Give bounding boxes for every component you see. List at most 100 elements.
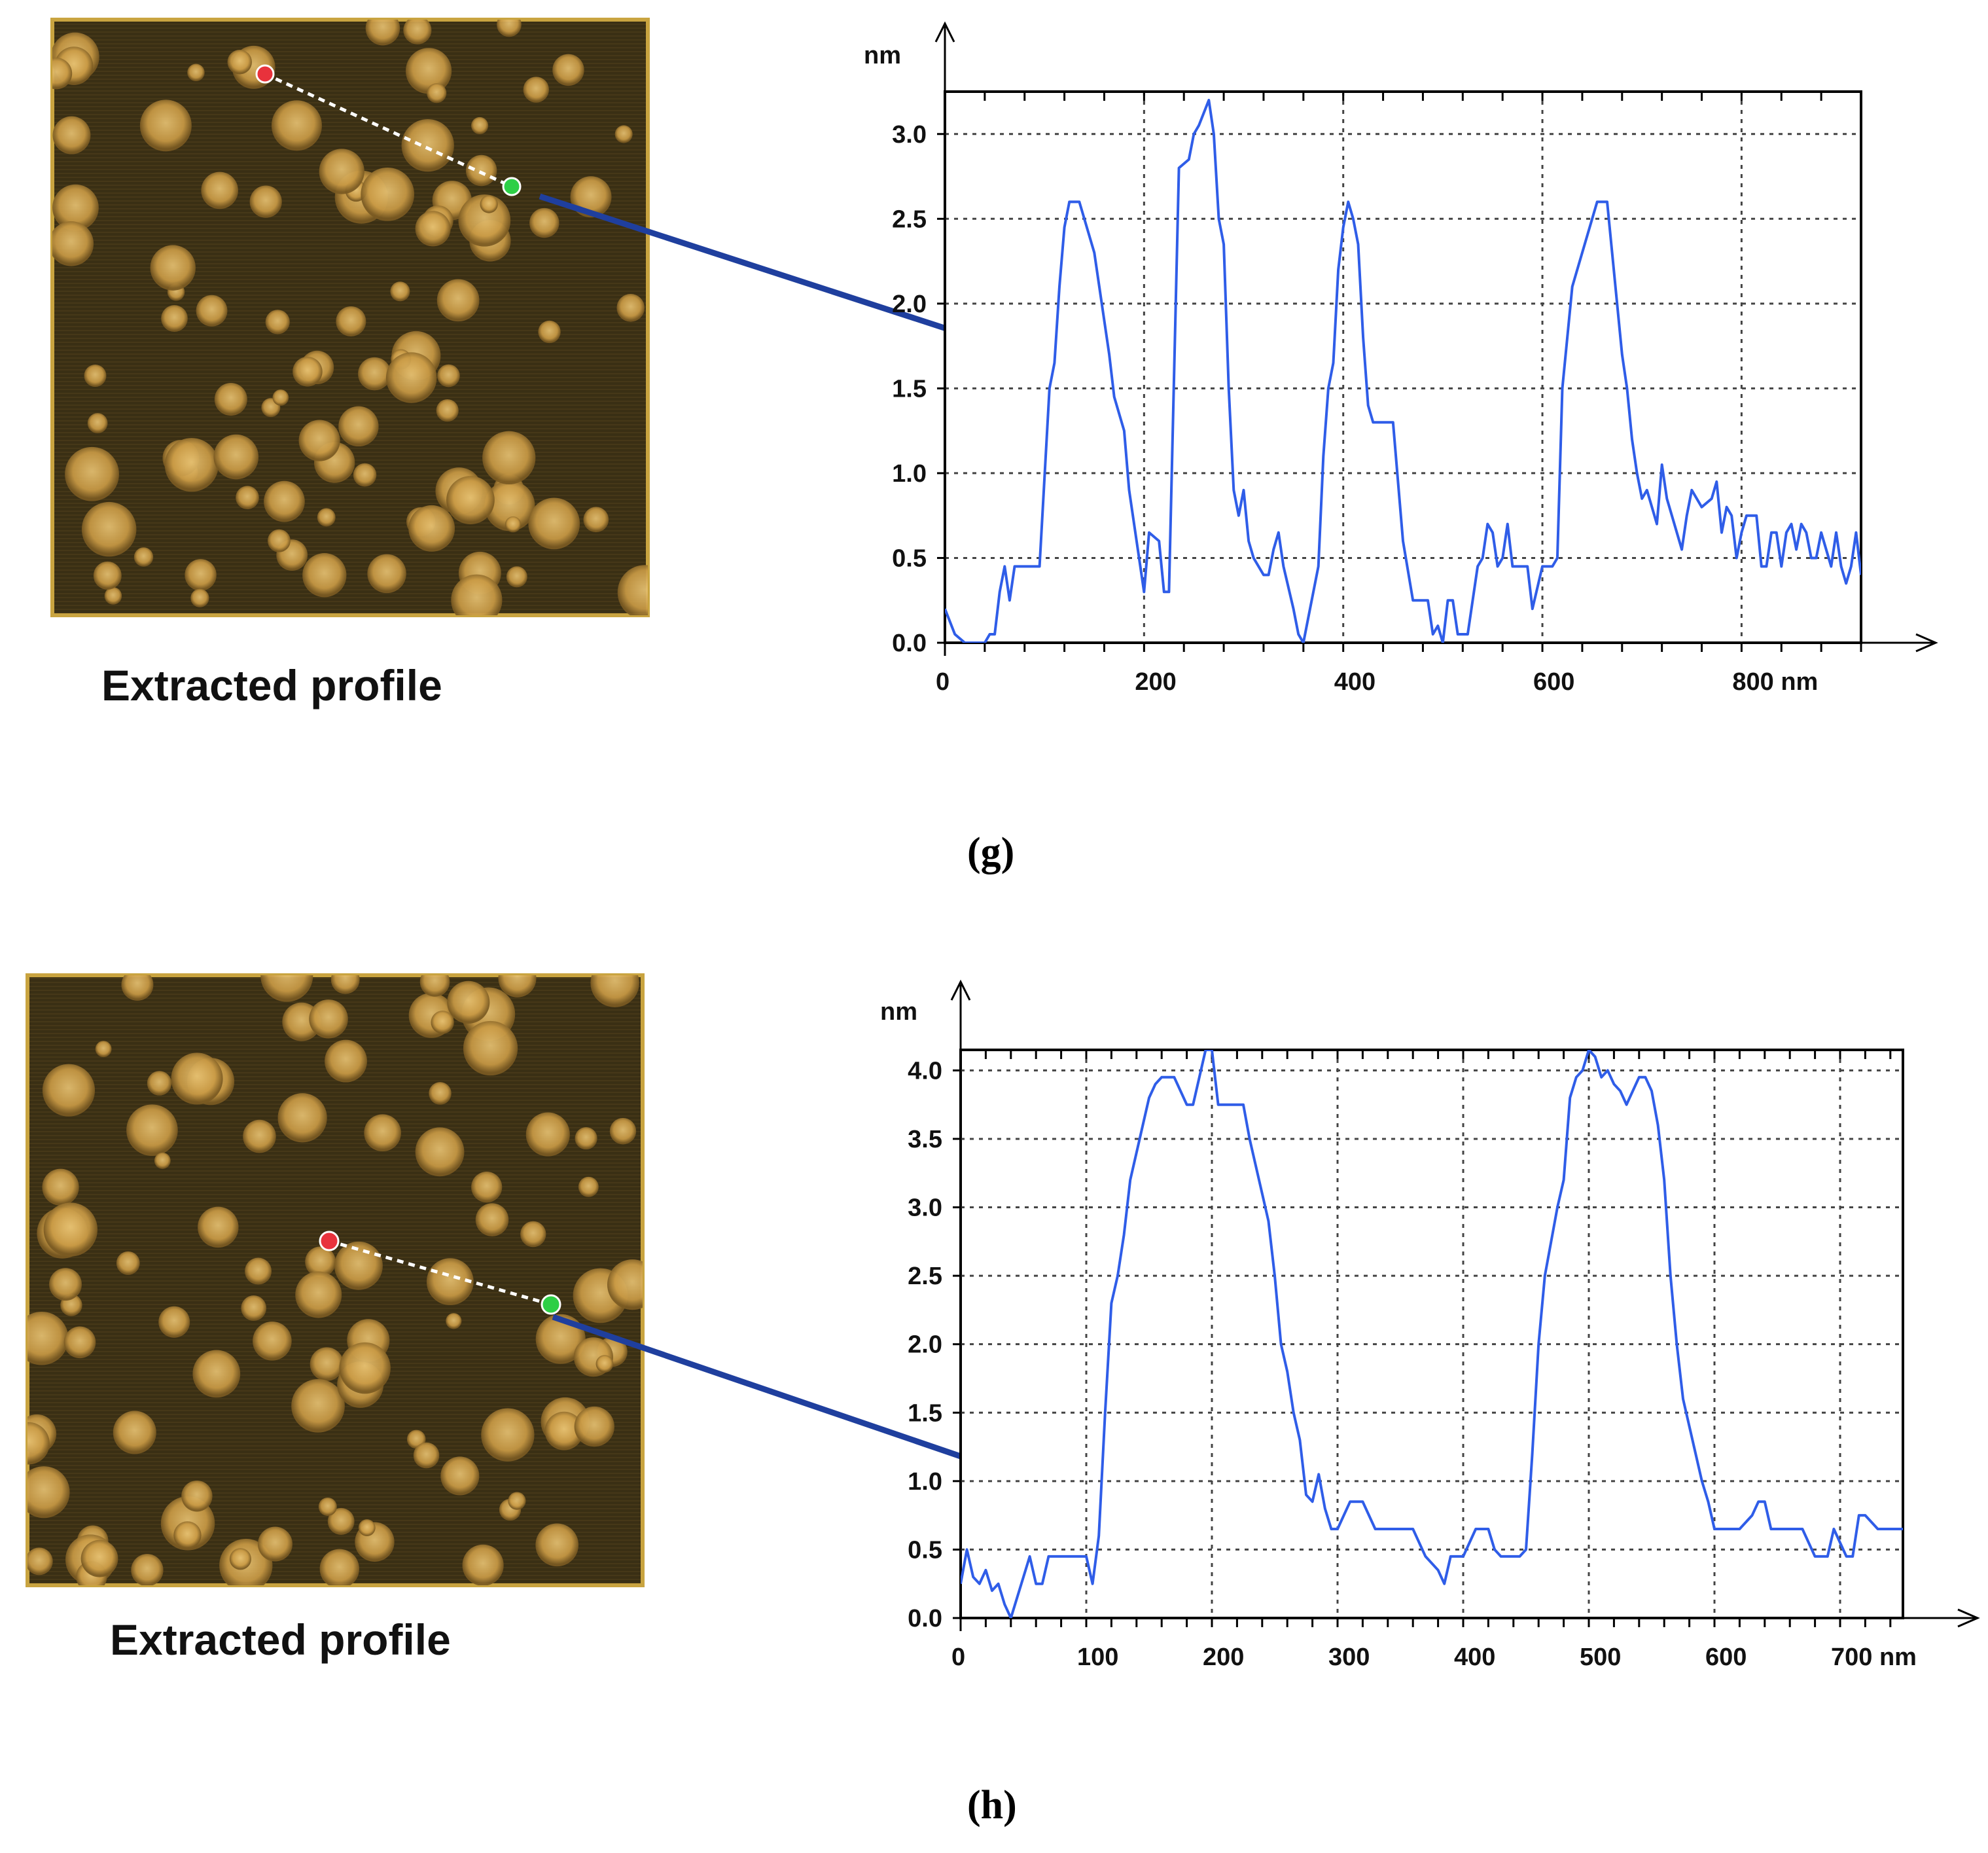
particle — [401, 118, 454, 172]
particle — [525, 1112, 570, 1157]
particle — [595, 1355, 614, 1373]
particle — [185, 559, 217, 591]
particle — [150, 245, 196, 291]
y-tick-label: 1.0 — [908, 1468, 942, 1496]
particle — [309, 999, 348, 1039]
y-axis-arrow-icon — [934, 21, 955, 43]
particle — [465, 154, 497, 187]
x-tick-label: 0 — [951, 1644, 965, 1671]
particle — [139, 99, 192, 152]
x-axis-arrow-icon — [1957, 1608, 1980, 1628]
y-tick-label: 1.0 — [892, 460, 927, 488]
particle — [353, 463, 377, 487]
y-axis-arrow-icon — [950, 979, 971, 1001]
y-tick-label: 0.0 — [908, 1605, 942, 1632]
particle — [607, 1259, 643, 1310]
particle — [84, 365, 107, 387]
particle — [52, 221, 94, 266]
y-unit-label-h: nm — [880, 998, 917, 1026]
particle — [171, 1052, 223, 1105]
particle — [43, 1202, 98, 1257]
particle — [80, 1539, 118, 1577]
particle — [214, 383, 247, 416]
particle — [334, 1241, 383, 1290]
particle — [415, 211, 451, 247]
y-tick-label: 0.5 — [892, 545, 927, 572]
particle — [446, 1313, 462, 1329]
particle — [298, 420, 340, 461]
particle — [325, 1039, 367, 1083]
particle — [318, 1497, 337, 1517]
particle — [181, 1480, 213, 1512]
particle — [265, 310, 290, 334]
particle — [260, 975, 313, 1002]
profile-start-marker-g[interactable] — [255, 64, 275, 84]
particle — [49, 1268, 82, 1301]
particle — [408, 505, 455, 552]
y-tick-labels-g: 0.0 0.5 1.0 1.5 2.0 2.5 3.0 — [892, 121, 927, 657]
particle — [198, 1206, 239, 1248]
particle — [447, 980, 490, 1024]
particle — [257, 1526, 293, 1562]
particle — [291, 1378, 345, 1433]
y-tick-label: 3.0 — [892, 121, 927, 149]
particle — [364, 1114, 401, 1151]
particle — [506, 566, 527, 588]
profile-end-marker-h[interactable] — [541, 1294, 561, 1315]
particle — [471, 1172, 503, 1203]
x-axis-arrow-icon — [1915, 633, 1938, 653]
particle — [552, 54, 584, 86]
x-tick-label: 0 — [936, 668, 950, 696]
particle — [330, 975, 360, 994]
particle — [436, 279, 480, 322]
particle — [27, 1547, 53, 1575]
particle — [437, 364, 460, 387]
particle — [271, 100, 322, 151]
profile-path-line-h — [328, 1239, 552, 1306]
particle — [116, 1251, 140, 1275]
particle — [482, 431, 536, 484]
particle — [267, 529, 291, 552]
particle — [616, 294, 645, 322]
particle — [578, 1176, 599, 1197]
y-tick-label: 2.5 — [908, 1263, 942, 1290]
particle — [201, 171, 238, 209]
profile-start-marker-h[interactable] — [319, 1231, 340, 1251]
particle — [520, 1221, 546, 1248]
particle — [471, 117, 489, 134]
y-tick-label: 2.5 — [892, 206, 927, 233]
particle — [617, 565, 648, 615]
particle — [413, 1442, 440, 1469]
particle — [431, 1011, 454, 1034]
particle — [415, 1127, 465, 1177]
afm-particles-g — [52, 20, 648, 615]
particle — [475, 1203, 509, 1236]
particle — [52, 184, 99, 231]
particle — [451, 574, 503, 615]
particle — [277, 1093, 327, 1143]
y-tick-label: 0.5 — [908, 1536, 942, 1564]
particle — [236, 486, 259, 510]
particle — [241, 1295, 267, 1321]
y-tick-label: 3.0 — [908, 1195, 942, 1222]
particle — [508, 1492, 526, 1510]
profile-end-marker-g[interactable] — [502, 177, 522, 196]
particle — [213, 434, 259, 480]
particle — [484, 480, 535, 531]
panel-label-h: (h) — [967, 1783, 1017, 1827]
particle — [614, 125, 633, 143]
particle — [81, 501, 137, 557]
particle — [131, 1554, 164, 1585]
particle — [161, 305, 188, 332]
particle — [154, 1152, 171, 1169]
particle — [319, 1549, 359, 1585]
particle — [245, 1257, 272, 1285]
particle — [440, 1456, 480, 1496]
particle — [574, 1406, 614, 1447]
particle — [302, 553, 347, 598]
x-tick-label: 600 — [1705, 1644, 1747, 1671]
x-tick-label: 500 — [1580, 1644, 1621, 1671]
plot-frame-g — [944, 90, 1862, 644]
particle — [158, 1306, 190, 1338]
